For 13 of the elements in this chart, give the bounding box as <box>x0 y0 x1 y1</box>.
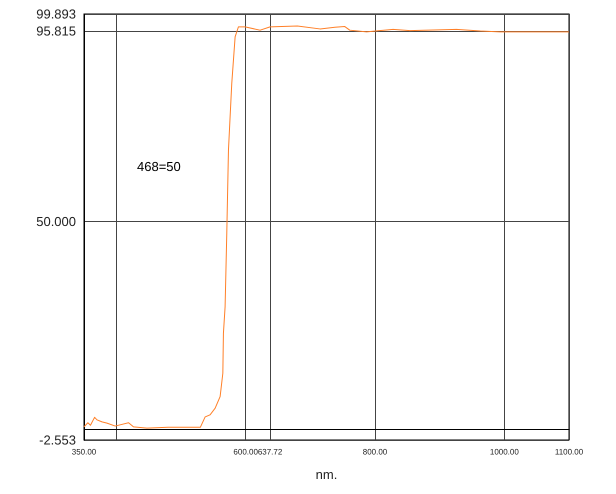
x-tick-label: 637.72 <box>258 448 283 456</box>
y-tick-label: 95.815 <box>36 23 76 38</box>
y-tick-label: 99.893 <box>36 6 76 22</box>
annotation: 468=50 <box>137 159 181 174</box>
x-axis-title: nm. <box>316 467 338 482</box>
x-tick-label: 350.00 <box>72 448 97 456</box>
line-series <box>84 26 570 429</box>
x-tick-label: 800.00 <box>362 448 388 456</box>
y-tick-label: -2.553 <box>39 432 76 448</box>
x-tick-label: 1100.00 <box>554 448 584 456</box>
x-tick-label: 1000.00 <box>490 448 520 456</box>
x-tick-label: 600.00 <box>233 448 258 456</box>
y-tick-label: 50.000 <box>36 214 76 229</box>
